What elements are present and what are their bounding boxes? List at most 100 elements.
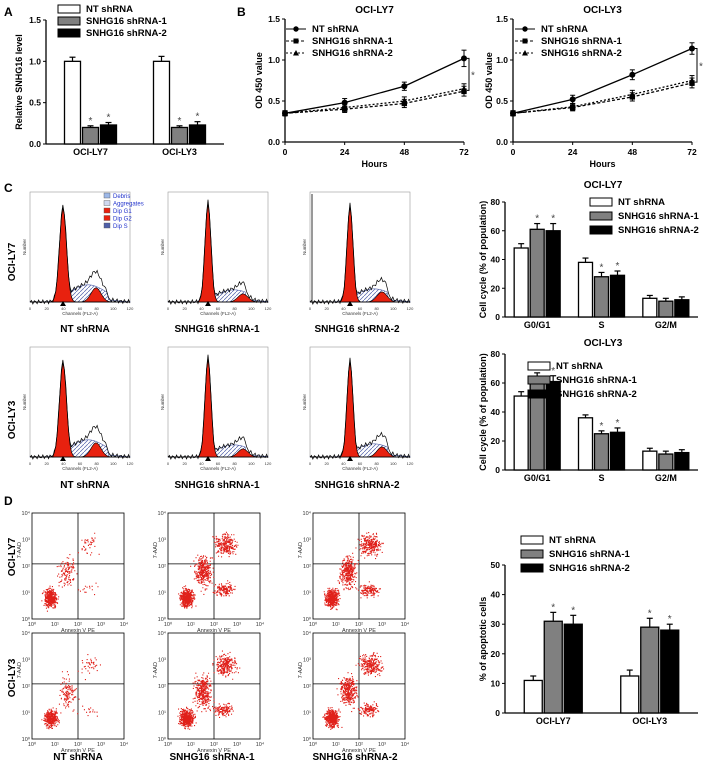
scatter-x-label: Annexin V PE <box>61 628 95 634</box>
scatter-x-label: Annexin V PE <box>61 748 95 754</box>
scatter-x-tick-label: 10¹ <box>51 742 59 748</box>
histogram-tick-label: 40 <box>199 461 204 466</box>
y-tick-label: 1.5 <box>268 14 280 24</box>
series-line <box>284 88 465 114</box>
histogram-tick-label: 80 <box>94 306 99 311</box>
chart-title: OCI-LY7 <box>584 180 623 191</box>
legend-label: SNHG16 shRNA-1 <box>549 549 630 560</box>
scatter-x-tick-label: 10² <box>74 742 82 748</box>
scatter-x-tick-label: 10⁰ <box>28 621 37 628</box>
x-tick-label: 48 <box>628 147 638 157</box>
legend-swatch <box>589 225 613 235</box>
y-tick-label: 40 <box>491 255 501 265</box>
bar <box>529 228 545 318</box>
scatter-y-tick-label: 10⁰ <box>303 616 312 623</box>
histogram-tick-label: 20 <box>44 461 49 466</box>
bar <box>609 274 626 318</box>
histogram-tick-label: 0 <box>309 306 312 311</box>
x-axis-label: Hours <box>361 159 387 169</box>
scatter-x-tick-label: 10² <box>355 742 363 748</box>
histogram-tick-label: 120 <box>407 306 414 311</box>
bar <box>99 124 118 145</box>
histogram-tick-label: 0 <box>309 461 312 466</box>
bar <box>513 247 529 318</box>
scatter-y-tick-label: 10⁴ <box>303 630 312 637</box>
y-tick-label: 20 <box>491 649 501 659</box>
histogram-marker <box>60 301 66 306</box>
bar <box>620 675 640 714</box>
scatter-x-label: Annexin V PE <box>197 628 231 634</box>
histogram-marker <box>347 301 353 306</box>
histogram-tick-label: 120 <box>127 306 134 311</box>
data-point <box>569 96 576 103</box>
histogram-legend-swatch <box>103 222 111 229</box>
scatter-y-tick-label: 10⁰ <box>22 616 31 623</box>
histogram-tick-label: 100 <box>248 306 255 311</box>
histogram-tick-label: 100 <box>110 306 117 311</box>
category-label: OCI-LY7 <box>536 716 571 726</box>
bar <box>593 276 610 318</box>
scatter-x-tick-label: 10¹ <box>332 622 340 628</box>
y-tick-label: 0.5 <box>496 96 508 106</box>
y-tick-label: 60 <box>491 226 501 236</box>
hist-caption-sh1-2: SNHG16 shRNA-1 <box>174 480 259 491</box>
histogram-tick-label: 0 <box>167 461 170 466</box>
histogram-tick-label: 100 <box>110 461 117 466</box>
chart-title: OCI-LY3 <box>584 338 623 349</box>
histogram-tick-label: 80 <box>374 306 379 311</box>
scatter-y-tick-label: 10² <box>158 684 166 690</box>
category-label: G0/G1 <box>524 320 551 330</box>
hist-caption-sh1-1: SNHG16 shRNA-1 <box>174 324 259 335</box>
histogram-envelope <box>167 199 269 305</box>
histogram-y-label: Number <box>302 394 307 411</box>
histogram-tick-label: 80 <box>232 306 237 311</box>
scatter-y-label: 7-AAD <box>17 542 23 558</box>
scatter-x-tick-label: 10⁴ <box>401 621 410 628</box>
bar <box>577 417 594 471</box>
scatter-x-tick-label: 10⁰ <box>309 621 318 628</box>
row-label-scatter-ly3: OCI-LY3 <box>7 658 18 697</box>
scatter-y-tick-label: 10⁴ <box>303 510 312 517</box>
y-tick-label: 1.0 <box>268 55 280 65</box>
bar <box>642 450 658 471</box>
y-tick-label: 0.5 <box>268 96 280 106</box>
histogram-tick-label: 20 <box>182 461 187 466</box>
significance-star: * <box>551 366 555 377</box>
scatter-y-tick-label: 10³ <box>158 658 166 664</box>
histogram-y-label: Number <box>160 239 165 256</box>
y-axis-label: OD 450 value <box>484 52 494 109</box>
legend-label: SNHG16 shRNA-2 <box>312 48 393 59</box>
chart-b-od-ocily3: 0.0 0.5 1.0 1.5 OD 450 value 0 24 48 72 Hours OCI-… <box>484 5 703 169</box>
legend-label: NT shRNA <box>618 197 665 208</box>
significance-star: * <box>551 602 555 613</box>
hist-caption-nt-2: NT shRNA <box>60 480 109 491</box>
significance-star: * <box>571 605 575 616</box>
scatter-y-tick-label: 10¹ <box>158 711 166 717</box>
series-line <box>284 57 465 114</box>
histogram-legend-label: Dip G2 <box>113 217 132 223</box>
scatter-x-tick-label: 10⁰ <box>164 741 173 748</box>
row-label-hist-ly7: OCI-LY7 <box>7 242 18 281</box>
bar <box>593 433 610 471</box>
row-label-hist-ly3: OCI-LY3 <box>7 400 18 439</box>
histogram-x-label: Channels (FL2-A) <box>200 466 236 471</box>
histogram-legend-label: Debris <box>113 194 130 200</box>
scatter-x-label: Annexin V PE <box>197 748 231 754</box>
histogram-tick-label: 0 <box>167 306 170 311</box>
histogram-tick-label: 80 <box>94 461 99 466</box>
y-tick-label: 0.5 <box>29 98 41 108</box>
histogram-legend-label: Aggregates <box>113 202 144 208</box>
x-tick-label: 72 <box>459 147 469 157</box>
scatter-y-tick-label: 10⁴ <box>22 630 31 637</box>
histogram-g1-peak <box>168 203 268 303</box>
histogram-g1-peak <box>168 358 268 458</box>
scatter-caption-nt: NT shRNA <box>53 752 102 763</box>
scatter-y-label: 7-AAD <box>153 542 159 558</box>
data-point <box>689 45 695 52</box>
scatter-x-tick-label: 10¹ <box>187 742 195 748</box>
panel-label-b: B <box>237 5 246 19</box>
histogram-marker <box>347 456 353 461</box>
legend-label: SNHG16 shRNA-1 <box>541 36 622 47</box>
